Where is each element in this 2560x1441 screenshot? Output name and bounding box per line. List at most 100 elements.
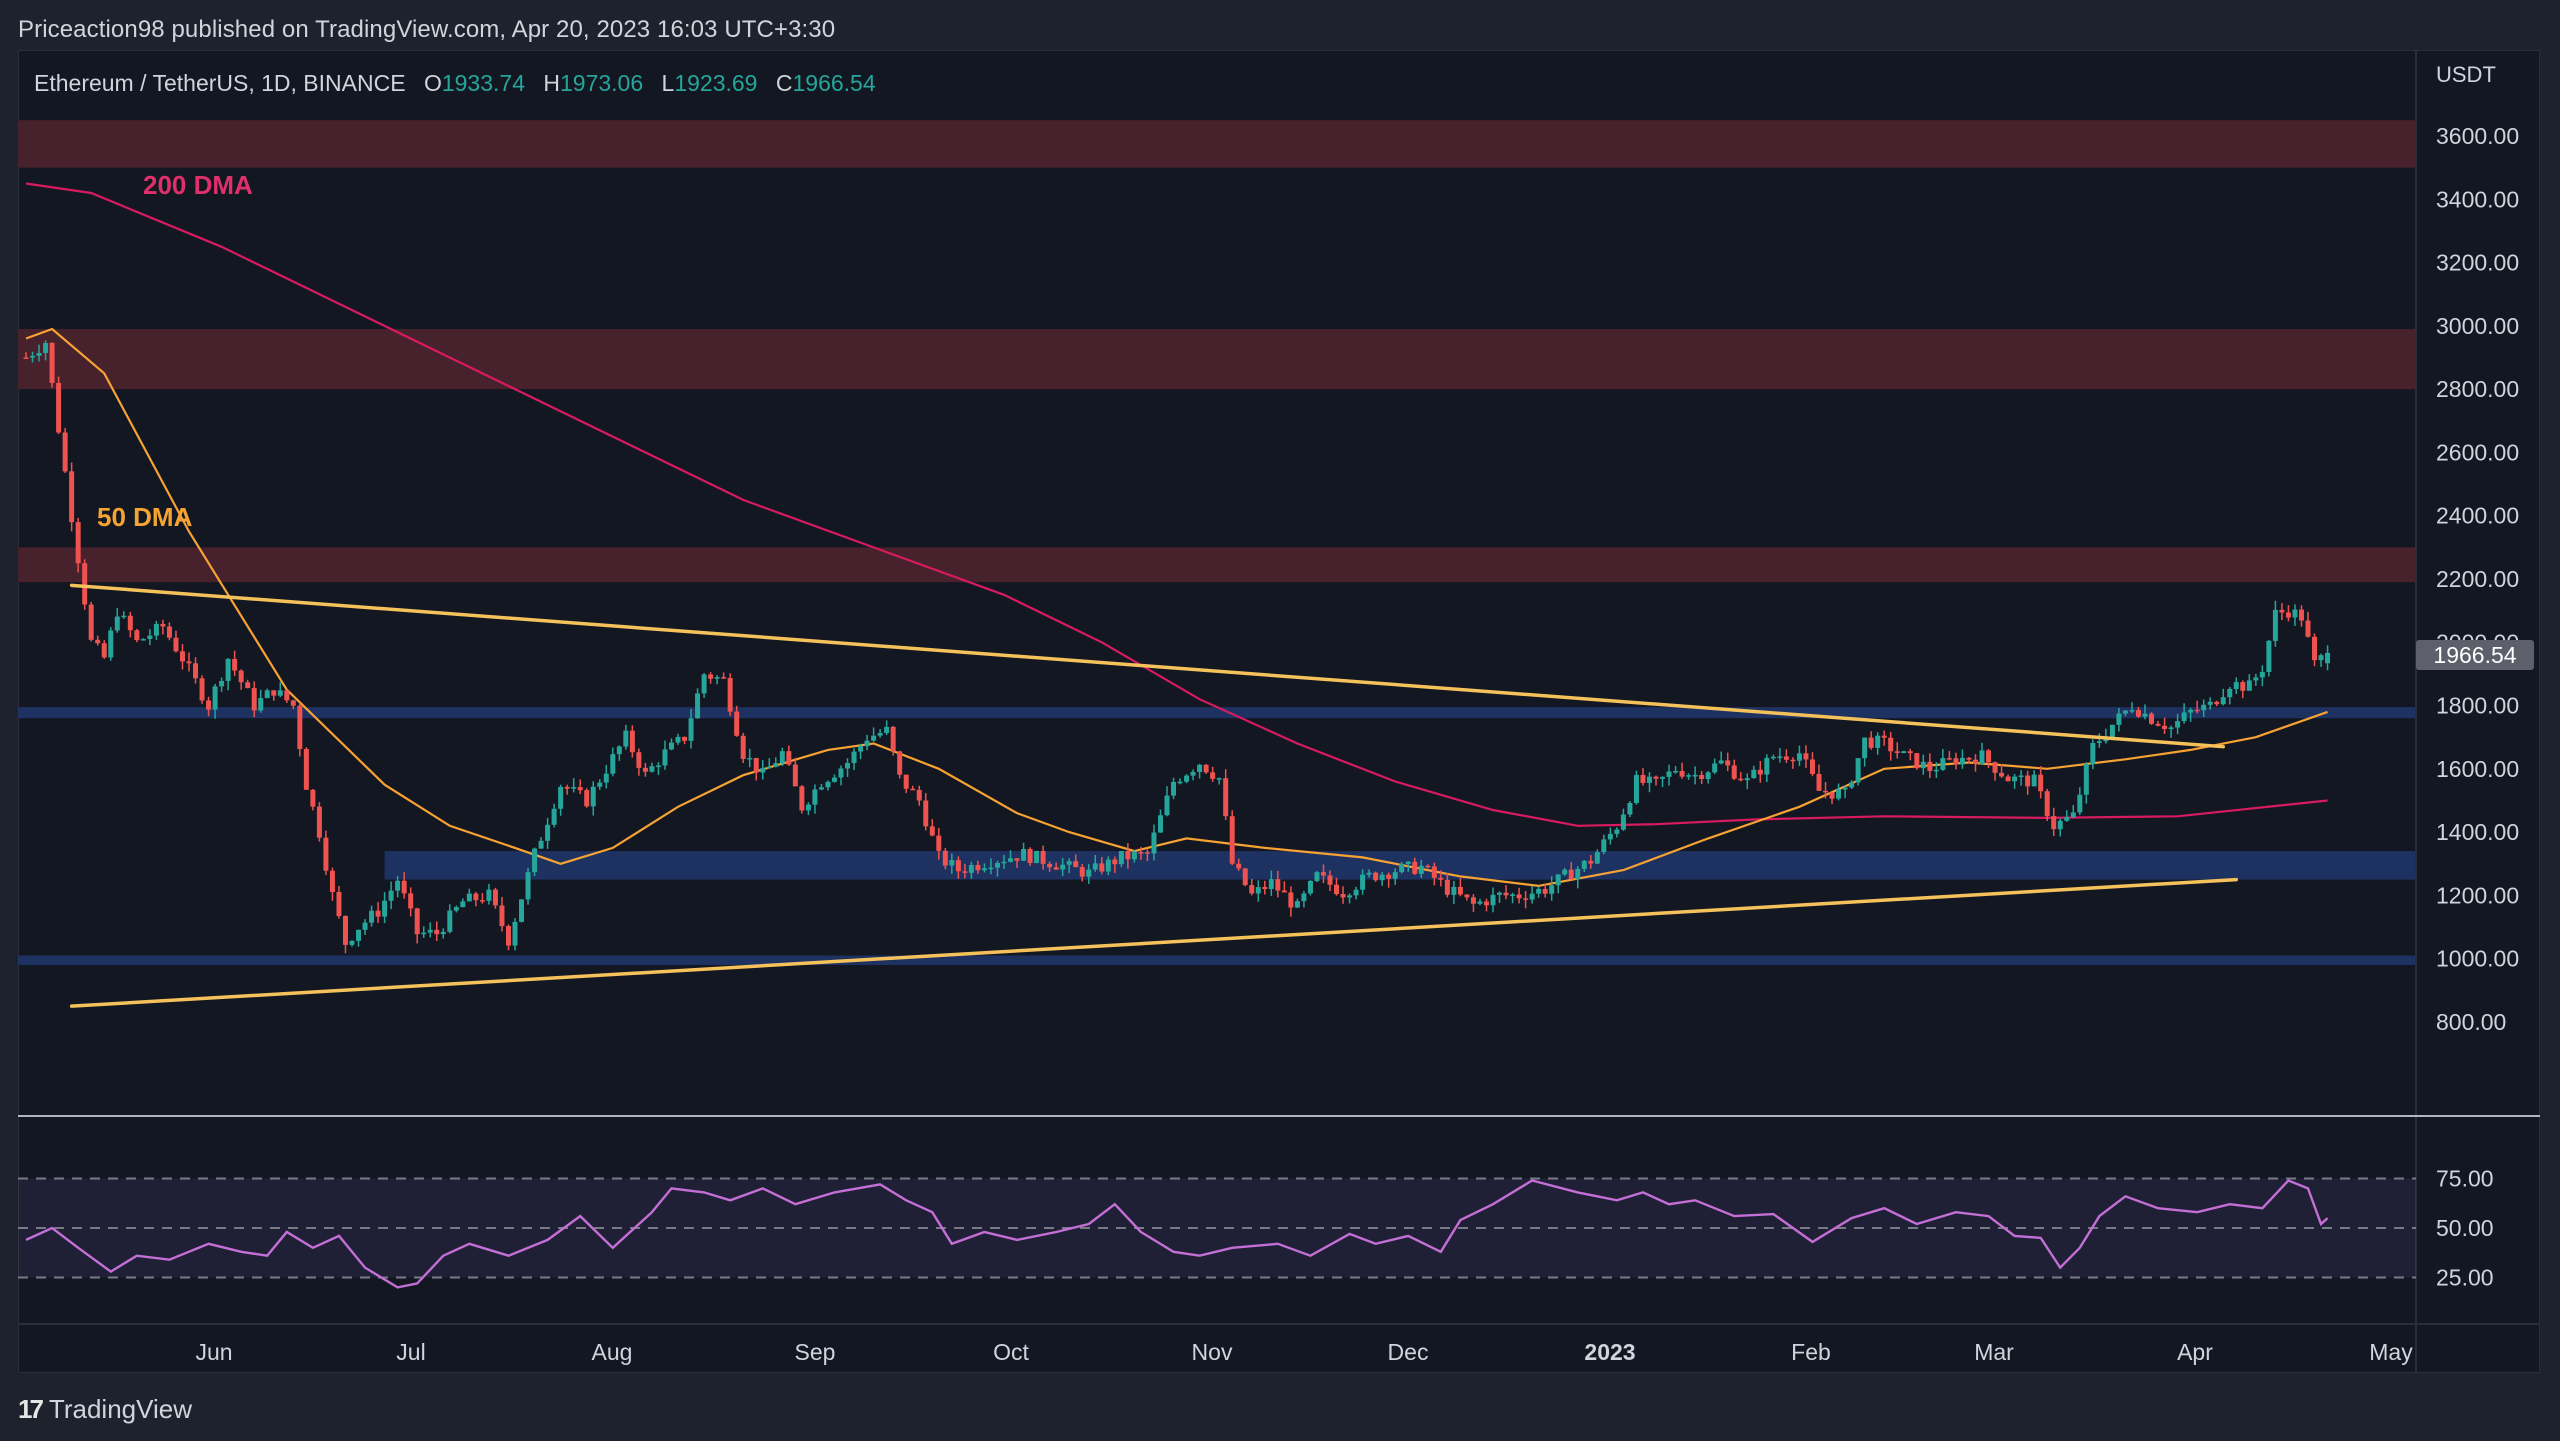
currency-label: USDT bbox=[2436, 62, 2496, 87]
candle-body bbox=[1184, 775, 1190, 782]
candle-body bbox=[310, 789, 316, 807]
candle-body bbox=[1731, 765, 1737, 779]
candle-body bbox=[1816, 773, 1822, 791]
candle-body bbox=[1842, 787, 1848, 790]
candle-body bbox=[2064, 817, 2070, 821]
candle-body bbox=[1144, 852, 1150, 854]
candle-body bbox=[740, 735, 746, 759]
candle-body bbox=[1888, 737, 1894, 752]
candle-body bbox=[36, 352, 42, 356]
candle-body bbox=[942, 850, 948, 866]
candle-body bbox=[1972, 759, 1978, 764]
candle-body bbox=[610, 754, 616, 774]
candle-body bbox=[1457, 886, 1463, 895]
dma50-annotation: 50 DMA bbox=[97, 502, 193, 532]
candle-body bbox=[1836, 789, 1842, 799]
candle-body bbox=[1223, 778, 1229, 817]
candle-body bbox=[388, 890, 394, 901]
candle-body bbox=[1431, 866, 1437, 878]
candle-body bbox=[82, 563, 88, 605]
low-value: 1923.69 bbox=[674, 70, 758, 96]
candle-body bbox=[499, 905, 505, 927]
candle-body bbox=[877, 733, 883, 736]
trendlines[interactable] bbox=[69, 583, 2239, 1008]
candle-body bbox=[1477, 901, 1483, 904]
candle-body bbox=[153, 623, 159, 636]
high-value: 1973.06 bbox=[560, 70, 644, 96]
candle-body bbox=[1940, 758, 1946, 770]
candle-body bbox=[75, 522, 81, 564]
candle-body bbox=[1197, 764, 1203, 772]
dma200-annotation: 200 DMA bbox=[143, 170, 253, 200]
candle-body bbox=[1999, 772, 2005, 777]
candle-body bbox=[147, 635, 153, 640]
candle-body bbox=[251, 688, 257, 711]
price-axis[interactable]: 3600.00 3400.00 3200.00 3000.00 2800.00 2600.… bbox=[2436, 123, 2519, 1035]
candle-body bbox=[858, 746, 864, 752]
price-tick: 1800.00 bbox=[2436, 693, 2519, 719]
time-axis[interactable]: Jun Jul Aug Sep Oct Nov Dec 2023 Feb Mar Apr May bbox=[195, 1339, 2413, 1365]
candle-body bbox=[1640, 774, 1646, 783]
moving-averages bbox=[25, 182, 2328, 888]
candle-body bbox=[290, 700, 296, 706]
candle-body bbox=[779, 751, 785, 764]
candle-body bbox=[271, 690, 277, 696]
upper-trendline[interactable] bbox=[69, 583, 2225, 749]
candle-body bbox=[2207, 701, 2213, 705]
candle-body bbox=[1366, 872, 1372, 875]
candle-body bbox=[2305, 620, 2311, 637]
candle-body bbox=[890, 726, 896, 752]
candle-body bbox=[1405, 861, 1411, 864]
candle-body bbox=[2214, 701, 2220, 705]
candle-body bbox=[1301, 893, 1307, 902]
candle-body bbox=[1555, 874, 1561, 886]
candle-body bbox=[2292, 609, 2298, 618]
candle-body bbox=[1040, 850, 1046, 864]
candle-body bbox=[460, 901, 466, 908]
candle-body bbox=[994, 862, 1000, 868]
candle-body bbox=[1210, 772, 1216, 779]
time-tick: Aug bbox=[592, 1339, 633, 1365]
candle-body bbox=[1607, 833, 1613, 840]
candle-body bbox=[1770, 756, 1776, 759]
candle-body bbox=[2044, 791, 2050, 817]
candle-body bbox=[1646, 776, 1652, 783]
candle-body bbox=[1444, 879, 1450, 895]
candle-body bbox=[962, 871, 968, 873]
candle-body bbox=[1620, 814, 1626, 830]
lower-trendline[interactable] bbox=[69, 877, 2239, 1008]
candle-body bbox=[1360, 874, 1366, 890]
candle-body bbox=[1562, 869, 1568, 875]
candle-body bbox=[1066, 861, 1072, 865]
candle-body bbox=[1712, 763, 1718, 773]
candle-body bbox=[1236, 863, 1242, 869]
rsi-tick: 75.00 bbox=[2436, 1166, 2494, 1192]
candle-body bbox=[225, 658, 231, 681]
candle-body bbox=[1633, 774, 1639, 804]
candle-body bbox=[1796, 753, 1802, 761]
candle-body bbox=[1875, 735, 1881, 748]
time-tick: Sep bbox=[795, 1339, 836, 1365]
candle-body bbox=[356, 929, 362, 941]
candle-body bbox=[1966, 757, 1972, 760]
candle-body bbox=[206, 700, 212, 710]
candle-body bbox=[1594, 852, 1600, 864]
candle-body bbox=[884, 726, 890, 734]
candle-body bbox=[1157, 815, 1163, 833]
candle-body bbox=[623, 730, 629, 747]
candle-body bbox=[2012, 776, 2018, 782]
tradingview-brand[interactable]: 17 TradingView bbox=[18, 1394, 192, 1425]
candle-body bbox=[897, 751, 903, 775]
support-zone bbox=[18, 707, 2416, 719]
candle-body bbox=[747, 757, 753, 760]
candle-body bbox=[95, 639, 101, 644]
tradingview-logo-icon: 17 bbox=[18, 1394, 44, 1424]
candle-body bbox=[525, 872, 531, 900]
candle-body bbox=[1112, 859, 1118, 865]
price-tick: 3000.00 bbox=[2436, 313, 2519, 339]
candle-body bbox=[492, 889, 498, 906]
candle-body bbox=[655, 765, 661, 768]
candle-body bbox=[369, 910, 375, 923]
rsi-axis[interactable]: 75.00 50.00 25.00 bbox=[2436, 1166, 2494, 1291]
